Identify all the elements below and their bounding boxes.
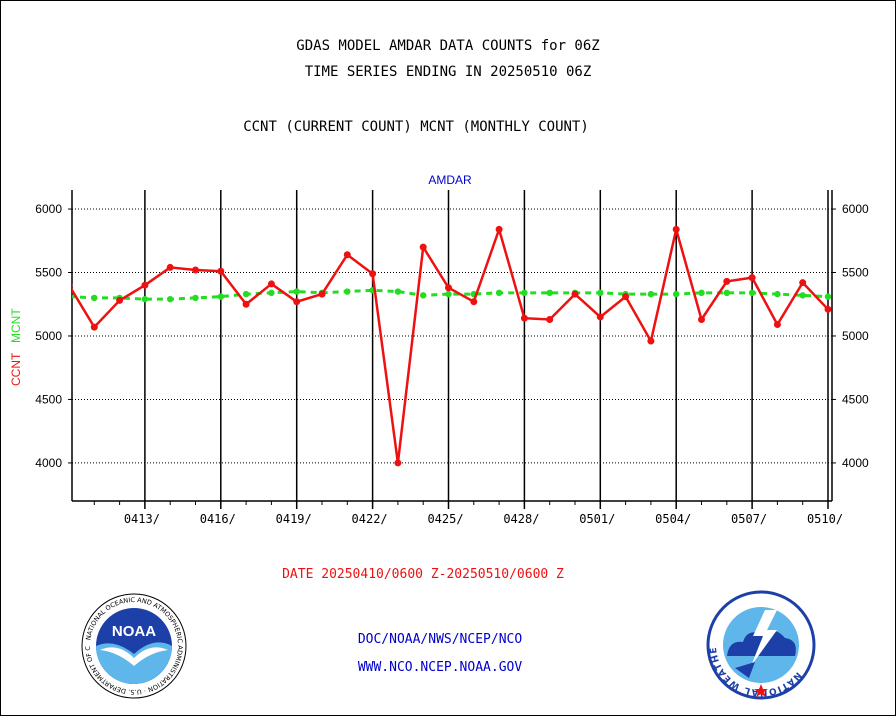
data-point-ccnt (773, 321, 781, 329)
data-point-mcnt (673, 290, 680, 298)
y-tick-label-right: 5000 (842, 329, 869, 343)
data-point-mcnt (344, 288, 351, 295)
data-point-ccnt (622, 293, 630, 301)
data-point-mcnt (72, 295, 73, 298)
data-point-ccnt (141, 281, 149, 289)
x-tick-label: 0413/ (124, 512, 160, 526)
data-point-mcnt (394, 288, 402, 295)
data-point-mcnt (597, 289, 604, 297)
x-tick-label: 0425/ (427, 512, 463, 526)
data-point-ccnt (343, 251, 351, 259)
data-point-mcnt (91, 294, 98, 302)
y-tick-label-right: 5500 (842, 266, 869, 280)
website-link[interactable]: WWW.NCO.NCEP.NOAA.GOV (357, 660, 523, 675)
x-tick-label: 0504/ (655, 512, 691, 526)
data-point-ccnt (824, 305, 832, 313)
data-point-ccnt (698, 315, 705, 323)
data-point-ccnt (217, 267, 225, 275)
data-point-mcnt (167, 295, 174, 303)
data-point-ccnt (116, 296, 124, 304)
org-path-link[interactable]: DOC/NOAA/NWS/NCEP/NCO (357, 632, 523, 647)
chart-title-line1: GDAS MODEL AMDAR DATA COUNTS for 06Z (296, 38, 600, 54)
data-point-mcnt (495, 289, 503, 297)
x-tick-label: 0416/ (200, 512, 236, 526)
data-point-mcnt (521, 289, 528, 297)
svg-text:NOAA: NOAA (112, 623, 156, 640)
data-point-mcnt (647, 290, 655, 298)
data-point-ccnt (596, 313, 604, 321)
data-point-mcnt (293, 288, 300, 295)
data-point-ccnt (470, 298, 478, 306)
data-point-ccnt (242, 300, 250, 308)
x-tick-label: 0510/ (807, 512, 843, 526)
data-point-mcnt (799, 292, 806, 299)
x-tick-label: 0428/ (503, 512, 539, 526)
data-point-ccnt (293, 298, 301, 306)
data-point-mcnt (698, 289, 705, 297)
plot-area: 4000 4000 4500 4500 5000 5000 5500 5500 6000 6000… (35, 190, 869, 526)
data-point-ccnt (72, 283, 73, 288)
data-point-ccnt (647, 337, 655, 345)
y-tick-label-left: 5000 (35, 329, 62, 343)
x-tick-label: 0419/ (276, 512, 312, 526)
data-point-mcnt (141, 295, 149, 303)
data-point-mcnt (217, 293, 224, 300)
y-tick-label-right: 4000 (842, 456, 869, 470)
data-point-ccnt (445, 284, 452, 292)
chart-subtitle: CCNT (CURRENT COUNT) MCNT (MONTHLY COUNT… (243, 119, 589, 135)
data-point-ccnt (419, 243, 427, 251)
data-point-mcnt (723, 289, 730, 297)
y-tick-label-left: 5500 (35, 266, 62, 280)
data-point-mcnt (445, 290, 452, 298)
data-point-ccnt (571, 290, 579, 298)
data-point-ccnt (90, 323, 98, 331)
data-point-mcnt (268, 289, 275, 297)
data-point-ccnt (166, 263, 174, 271)
series-group (72, 225, 832, 467)
data-point-mcnt (748, 289, 756, 297)
data-point-ccnt (267, 280, 275, 288)
y-axis-label-ccnt: CCNT (9, 352, 23, 386)
data-point-ccnt (495, 225, 503, 233)
data-point-ccnt (546, 315, 554, 323)
data-point-mcnt (420, 292, 427, 299)
data-point-ccnt (520, 314, 528, 322)
noaa-logo-icon: NATIONAL OCEANIC AND ATMOSPHERIC ADMINIS… (78, 592, 187, 699)
y-tick-label-right: 6000 (842, 202, 869, 216)
plot-title: AMDAR (428, 173, 472, 187)
data-point-ccnt (369, 270, 377, 278)
chart-title-line2: TIME SERIES ENDING IN 20250510 06Z (304, 64, 592, 80)
data-point-ccnt (394, 459, 402, 467)
data-point-mcnt (824, 293, 832, 300)
y-tick-label-right: 4500 (842, 392, 869, 406)
data-point-ccnt (672, 225, 680, 233)
data-point-mcnt (242, 290, 250, 298)
data-point-ccnt (723, 277, 731, 285)
data-point-ccnt (799, 279, 807, 287)
data-point-mcnt (192, 294, 199, 302)
data-point-mcnt (774, 290, 781, 298)
data-point-mcnt (546, 289, 553, 297)
x-tick-label: 0422/ (352, 512, 388, 526)
y-tick-label-left: 4000 (35, 456, 62, 470)
y-tick-label-left: 6000 (35, 202, 62, 216)
data-point-ccnt (748, 274, 756, 282)
y-axis-label-mcnt: MCNT (9, 308, 23, 343)
data-point-ccnt (318, 290, 326, 298)
x-axis-label: DATE 20250410/0600 Z-20250510/0600 Z (282, 567, 564, 582)
data-point-ccnt (192, 266, 199, 274)
nws-logo-icon: NATIONAL WEATHER SERVICE (705, 590, 816, 700)
y-tick-label-left: 4500 (35, 392, 62, 406)
x-tick-label: 0501/ (579, 512, 615, 526)
x-tick-label: 0507/ (731, 512, 767, 526)
